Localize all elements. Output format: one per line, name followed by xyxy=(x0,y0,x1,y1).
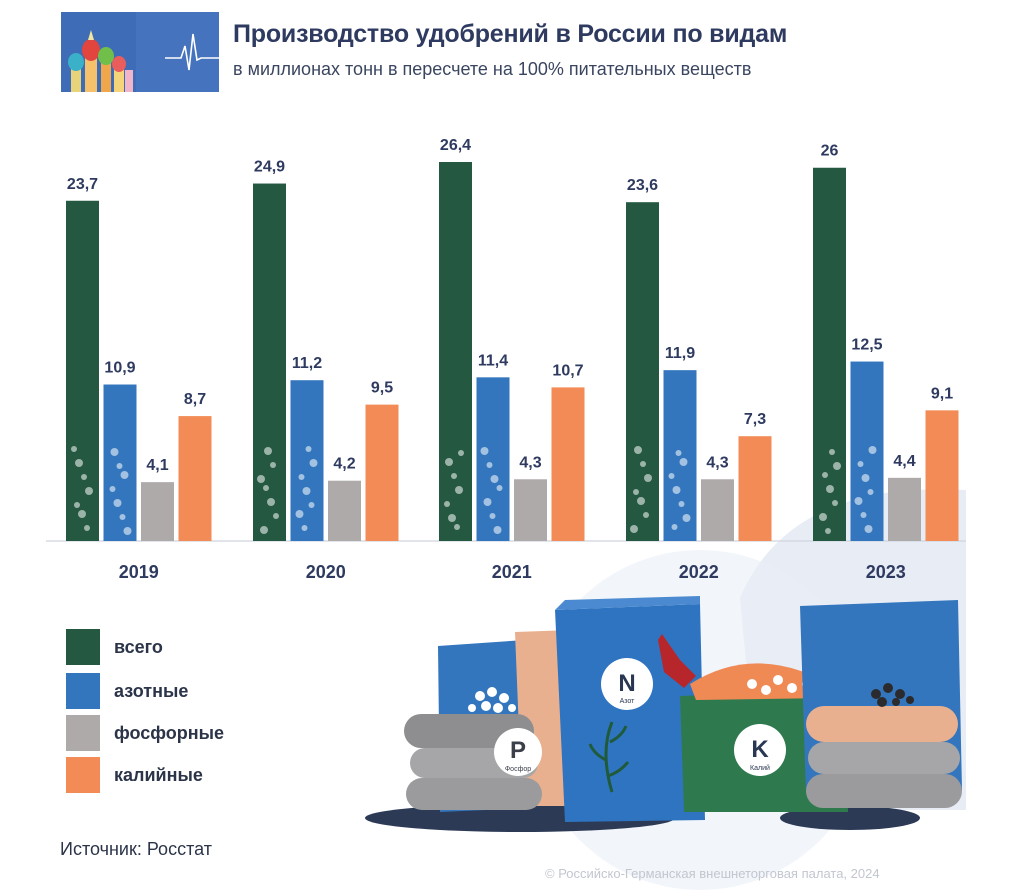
legend-label-nitrogen: азотные xyxy=(114,680,189,701)
legend-label-total: всего xyxy=(114,636,163,657)
dark-granules-icon xyxy=(871,683,914,707)
legend-swatch-phosphorus xyxy=(66,715,100,751)
granule-dots-nitrogen-2021 xyxy=(480,447,503,534)
value-label-phosphorus-2019: 4,1 xyxy=(146,457,168,474)
granule-dots-total-2022 xyxy=(630,446,652,533)
value-label-potassium-2023: 9,1 xyxy=(931,385,953,402)
legend-item-phosphorus: фосфорные xyxy=(66,715,224,751)
phosphorus-name: Фосфор xyxy=(505,766,531,773)
value-label-nitrogen-2023: 12,5 xyxy=(851,337,882,354)
bars-group xyxy=(66,162,959,542)
granule-dots-total-2020 xyxy=(257,447,279,534)
bar-phosphorus-2019 xyxy=(141,482,174,541)
bar-potassium-2022 xyxy=(738,436,772,541)
legend-label-phosphorus: фосфорные xyxy=(114,722,225,743)
copyright-note: © Российско-Германская внешнеторговая па… xyxy=(545,866,880,881)
legend-swatch-total xyxy=(66,629,100,665)
source-note: Источник: Росстат xyxy=(60,839,212,859)
scoop-icon xyxy=(658,634,696,688)
bar-potassium-2019 xyxy=(178,416,212,541)
value-label-phosphorus-2020: 4,2 xyxy=(333,456,355,473)
legend-item-nitrogen: азотные xyxy=(66,673,188,709)
bar-potassium-2020 xyxy=(365,404,399,541)
bar-nitrogen-2019 xyxy=(103,384,137,541)
value-label-phosphorus-2021: 4,3 xyxy=(519,454,541,471)
sacks-right-icon xyxy=(806,706,962,808)
bar-phosphorus-2023 xyxy=(888,477,921,541)
white-granules-icon xyxy=(468,687,516,713)
value-label-total-2023: 26 xyxy=(821,143,839,160)
phosphorus-letter: P xyxy=(510,737,526,764)
legend-swatch-potassium xyxy=(66,757,100,793)
plant-icon xyxy=(588,721,630,793)
value-label-total-2019: 23,7 xyxy=(67,176,98,193)
bar-total-2021 xyxy=(439,162,472,541)
bar-phosphorus-2021 xyxy=(514,479,547,541)
bar-phosphorus-2020 xyxy=(328,480,361,541)
logo-cathedral-icon xyxy=(61,12,219,92)
potassium-letter: K xyxy=(751,736,769,763)
granule-dots-total-2023 xyxy=(819,449,841,534)
value-label-nitrogen-2021: 11,4 xyxy=(478,352,508,369)
legend-label-potassium: калийные xyxy=(114,764,203,785)
x-tick-label-2019: 2019 xyxy=(119,562,159,582)
x-tick-label-2021: 2021 xyxy=(492,562,532,582)
value-labels-group: 23,7 10,9 4,1 8,7 24,9 11,2 4,2 9,5 26,4 11,4 4,3 1… xyxy=(67,137,953,474)
nitrogen-letter: N xyxy=(618,670,635,697)
legend-item-total: всего xyxy=(66,629,163,665)
x-tick-labels-group: 2019 2020 2021 2022 2023 xyxy=(119,562,906,582)
bar-potassium-2021 xyxy=(551,387,585,541)
bar-total-2020 xyxy=(253,183,286,541)
value-label-phosphorus-2022: 4,3 xyxy=(706,454,728,471)
granule-dots-nitrogen-2022 xyxy=(668,450,691,530)
bar-total-2023 xyxy=(813,167,846,541)
bar-nitrogen-2023 xyxy=(850,361,884,541)
value-label-total-2021: 26,4 xyxy=(440,137,471,154)
value-label-nitrogen-2020: 11,2 xyxy=(292,355,322,372)
value-label-potassium-2019: 8,7 xyxy=(184,391,206,408)
bar-phosphorus-2022 xyxy=(701,479,734,541)
chart-title: Производство удобрений в России по видам xyxy=(233,20,788,48)
value-label-nitrogen-2019: 10,9 xyxy=(104,360,135,377)
x-tick-label-2020: 2020 xyxy=(306,562,346,582)
bar-total-2019 xyxy=(66,200,99,542)
legend-item-potassium: калийные xyxy=(66,757,203,793)
potassium-label-circle xyxy=(734,724,786,776)
granule-dots-total-2019 xyxy=(71,446,93,531)
bar-nitrogen-2020 xyxy=(290,380,324,541)
nitrogen-name: Азот xyxy=(620,698,636,705)
granule-dots-nitrogen-2023 xyxy=(854,446,877,533)
value-label-total-2020: 24,9 xyxy=(254,159,285,176)
x-tick-label-2022: 2022 xyxy=(679,562,719,582)
value-label-potassium-2022: 7,3 xyxy=(744,411,766,428)
legend-swatch-nitrogen xyxy=(66,673,100,709)
nitrogen-label-circle xyxy=(601,658,653,710)
bar-total-2022 xyxy=(626,202,659,542)
value-label-total-2022: 23,6 xyxy=(627,177,658,194)
x-tick-label-2023: 2023 xyxy=(866,562,906,582)
value-label-nitrogen-2022: 11,9 xyxy=(665,345,695,362)
value-label-phosphorus-2023: 4,4 xyxy=(893,453,915,470)
granule-dots-total-2021 xyxy=(444,450,464,530)
phosphorus-label-circle xyxy=(494,728,542,776)
value-label-potassium-2021: 10,7 xyxy=(552,362,583,379)
bar-potassium-2023 xyxy=(925,410,959,541)
chart-subtitle: в миллионах тонн в пересчете на 100% пит… xyxy=(233,59,752,79)
granule-dots-nitrogen-2020 xyxy=(295,446,318,531)
granule-dots-nitrogen-2019 xyxy=(109,448,132,535)
potassium-name: Калий xyxy=(750,764,770,772)
fertilizer-illustration: P Фосфор N Азот K Калий xyxy=(365,489,966,890)
value-label-potassium-2020: 9,5 xyxy=(371,380,393,397)
